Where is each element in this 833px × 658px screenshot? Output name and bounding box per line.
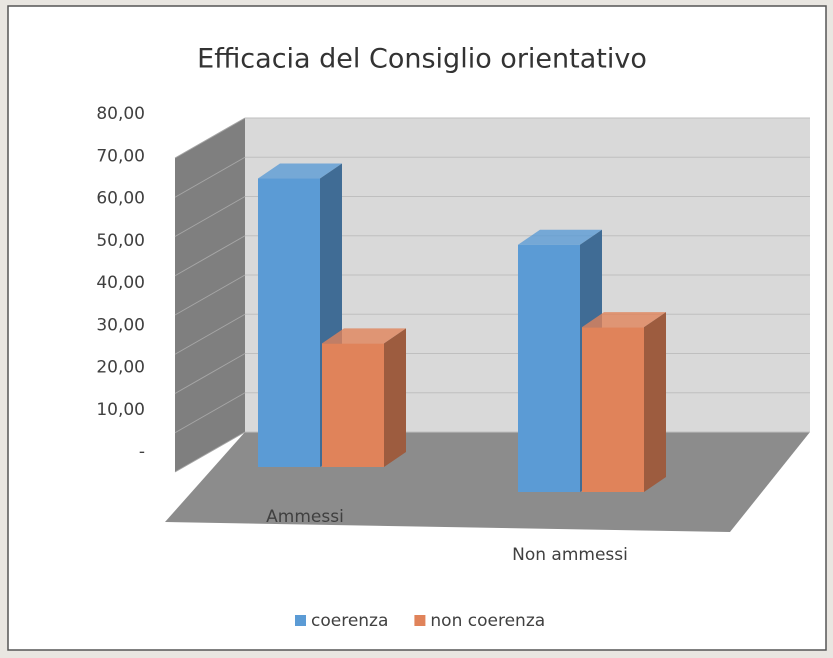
bar-top	[518, 229, 602, 245]
grid-line-side	[174, 196, 246, 237]
grid-line-side	[174, 235, 246, 277]
grid-line-side	[174, 117, 246, 159]
chart-title: Efficacia del Consiglio orientativo	[197, 44, 647, 75]
bar-side	[384, 328, 406, 467]
bar	[322, 343, 384, 467]
bar-side	[644, 312, 666, 492]
y-tick-label: 30,00	[96, 315, 145, 335]
y-tick-label: 60,00	[96, 189, 145, 209]
grid-line-side	[174, 392, 246, 434]
y-tick-label: 40,00	[96, 273, 145, 293]
bar-top	[322, 328, 406, 344]
bar	[258, 178, 320, 467]
bar-top	[582, 312, 666, 328]
bar	[582, 327, 644, 492]
legend-label: coerenza	[311, 611, 388, 631]
grid-line-side	[174, 431, 246, 473]
grid-line-side	[174, 353, 246, 394]
y-tick-label: -	[139, 442, 145, 462]
grid-line-side	[174, 156, 246, 198]
bar	[518, 244, 580, 492]
y-tick-label: 20,00	[96, 358, 145, 378]
bar-top	[258, 163, 342, 179]
grid-line-side	[174, 313, 246, 355]
legend-label: non coerenza	[430, 611, 545, 631]
y-tick-label: 50,00	[96, 231, 145, 251]
x-tick-label: Ammessi	[266, 507, 344, 527]
legend-swatch	[295, 615, 306, 626]
y-tick-label: 10,00	[96, 400, 145, 420]
y-tick-label: 70,00	[96, 146, 145, 166]
legend-swatch	[414, 615, 426, 626]
y-tick-label: 80,00	[96, 104, 145, 124]
grid-line-side	[174, 274, 246, 316]
x-tick-label: Non ammessi	[512, 545, 628, 565]
